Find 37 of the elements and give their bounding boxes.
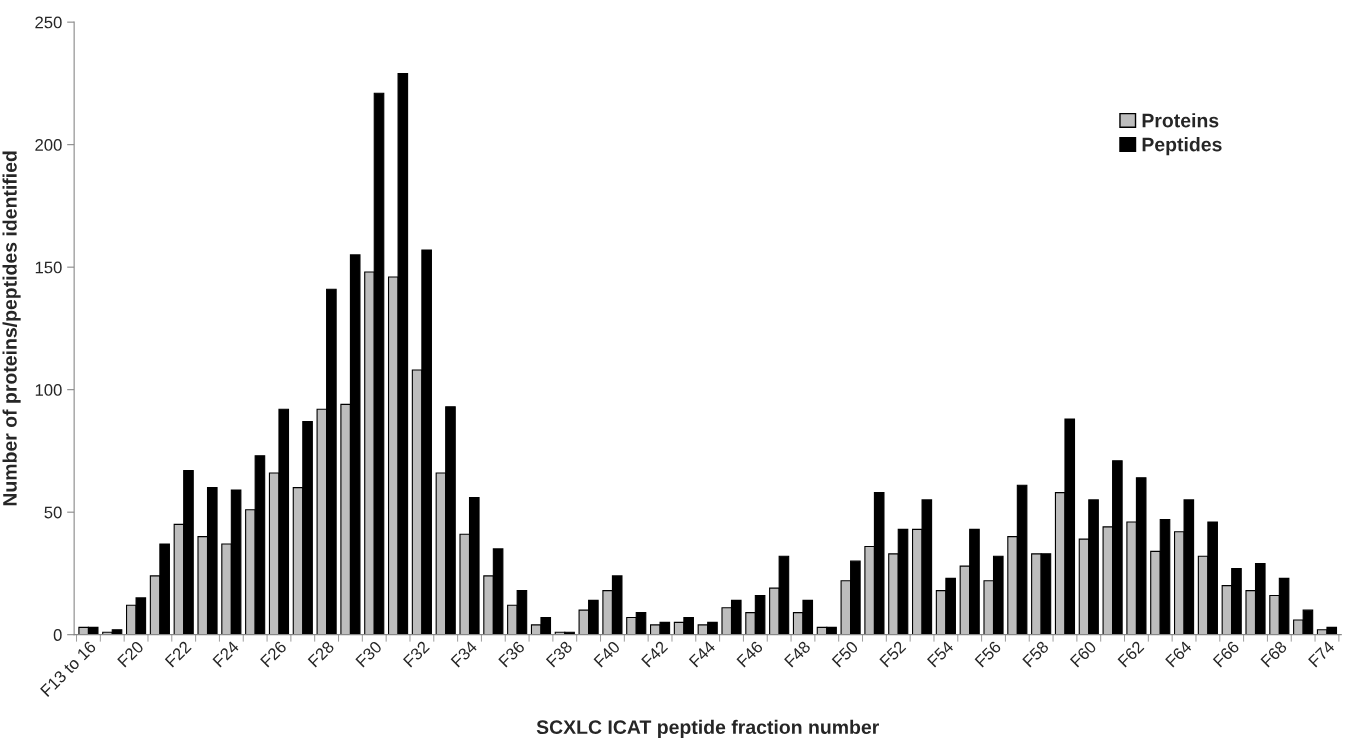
x-tick-label: F26 [259, 640, 288, 668]
x-tick-label: F74 [1308, 640, 1336, 668]
y-tick-label: 200 [35, 139, 62, 151]
x-tick-label: F32 [402, 640, 430, 668]
x-tick-label: F40 [593, 640, 621, 668]
y-axis-title: Number of proteins/peptides identified [2, 151, 21, 506]
x-tick-label: F44 [688, 640, 716, 668]
x-tick-label: F20 [117, 640, 145, 668]
x-tick-label: F24 [212, 640, 240, 668]
x-tick-label: F52 [879, 640, 907, 668]
x-tick-label: F30 [355, 640, 383, 668]
x-tick-label: F38 [545, 640, 573, 668]
x-tick-label: F60 [1069, 640, 1097, 668]
y-tick-label: 50 [44, 506, 62, 519]
x-tick-label: F68 [1260, 640, 1288, 668]
x-tick-label: F36 [498, 640, 526, 668]
legend-label: Peptides [1142, 137, 1222, 156]
x-tick-label: F13 to 16 [39, 640, 97, 698]
x-tick-label: F22 [164, 640, 192, 668]
x-axis-title: SCXLC ICAT peptide fraction number [536, 719, 880, 738]
x-tick-label: F58 [1022, 640, 1050, 668]
x-tick-label: F64 [1165, 640, 1193, 668]
x-tick-label: F54 [926, 640, 955, 668]
x-tick-label: F62 [1117, 640, 1145, 668]
y-tick-label: 150 [35, 261, 62, 274]
x-tick-label: F46 [736, 640, 764, 668]
x-tick-label: F66 [1212, 640, 1240, 668]
x-tick-label: F50 [831, 640, 859, 668]
x-tick-label: F56 [974, 640, 1002, 668]
y-tick-label: 250 [35, 16, 62, 29]
x-tick-label: F34 [450, 640, 478, 668]
y-tick-label: 100 [35, 384, 62, 396]
x-tick-label: F48 [783, 640, 812, 668]
x-tick-label: F28 [307, 640, 335, 668]
legend-label: Proteins [1142, 113, 1219, 128]
x-tick-label: F42 [641, 640, 669, 668]
y-tick-label: 0 [53, 629, 62, 641]
